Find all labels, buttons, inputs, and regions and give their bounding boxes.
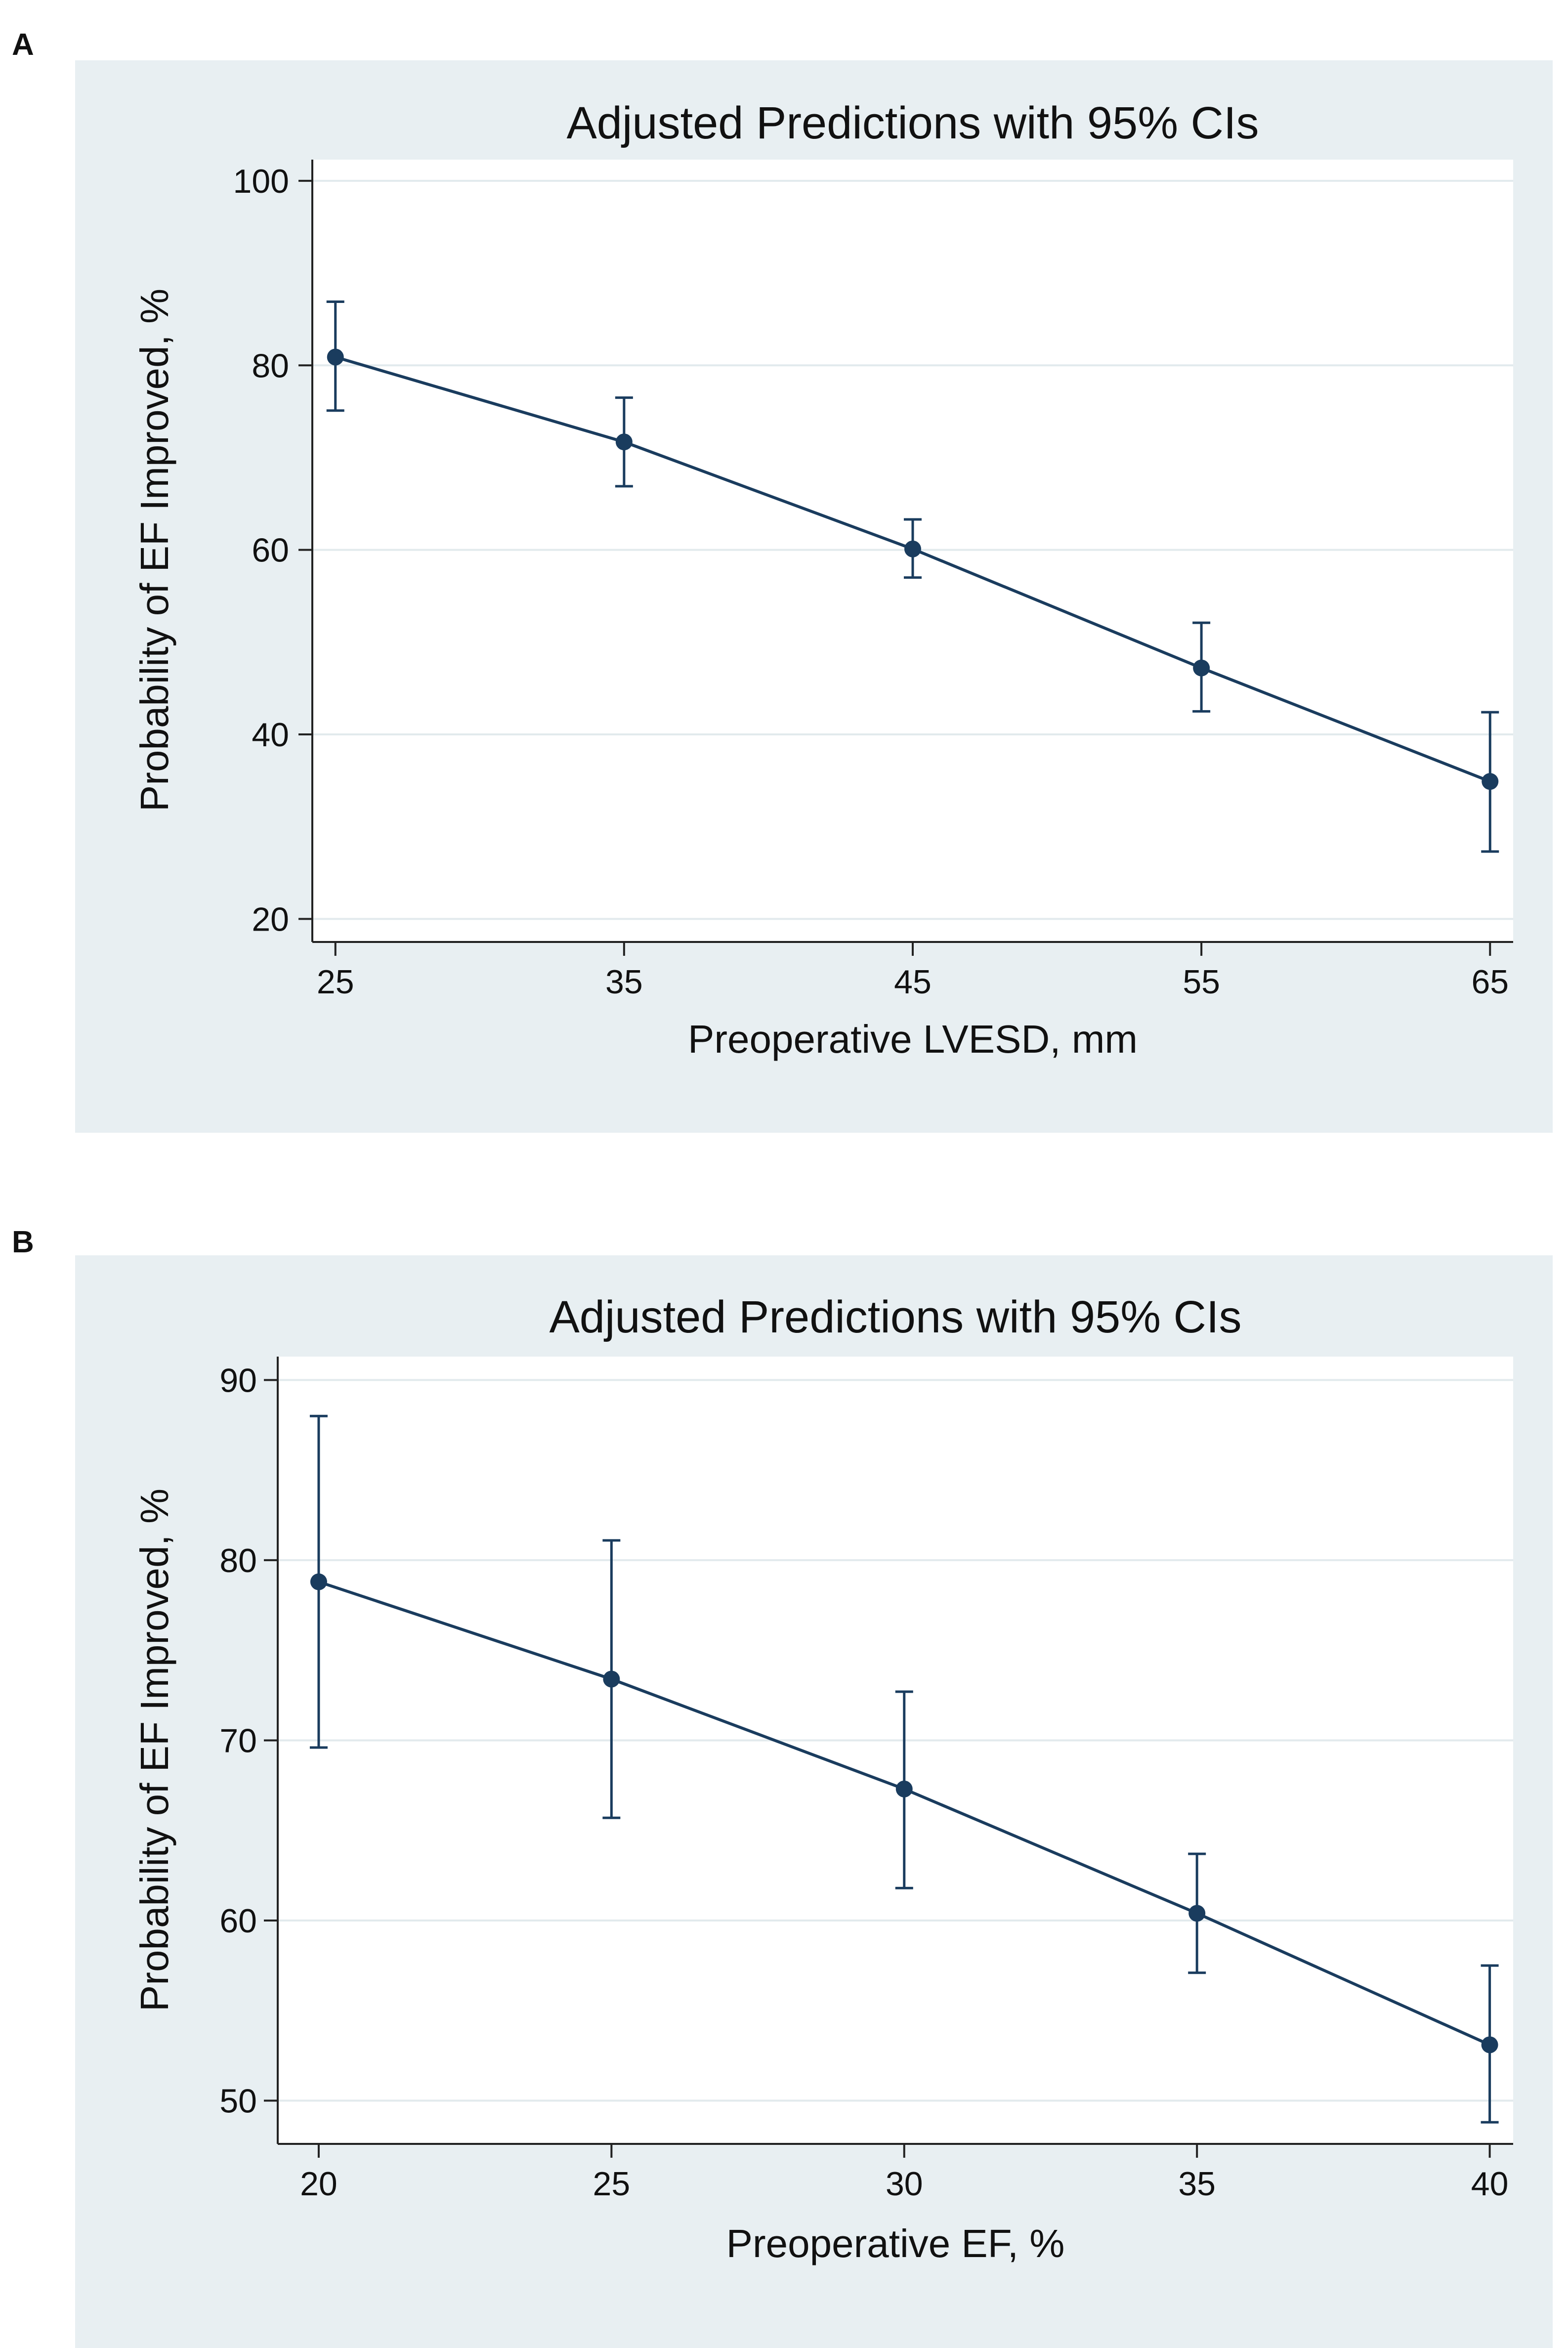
y-axis-label: Probability of EF Improved, % (132, 1489, 176, 2011)
y-tick-label: 60 (252, 532, 289, 569)
x-tick-label: 40 (1471, 2165, 1509, 2203)
x-axis-label: Preoperative EF, % (726, 2221, 1065, 2265)
x-tick-label: 30 (886, 2165, 923, 2203)
chart-panel-a: Adjusted Predictions with 95% CIs 20 40 60 8… (75, 60, 1553, 1133)
y-tick-label: 40 (252, 716, 289, 754)
plot-area (278, 1357, 1513, 2144)
y-axis-label: Probability of EF Improved, % (132, 289, 176, 811)
x-tick-label: 55 (1183, 963, 1220, 1001)
y-tick-label: 70 (219, 1722, 257, 1759)
x-tick-label: 65 (1471, 963, 1509, 1001)
data-point (1188, 1905, 1206, 1922)
data-point (310, 1573, 327, 1590)
x-tick-label: 45 (894, 963, 932, 1001)
x-tick-label: 35 (605, 963, 643, 1001)
y-tick-label: 100 (233, 163, 289, 200)
data-point (1481, 2036, 1498, 2053)
x-tick-label: 25 (317, 963, 354, 1001)
chart-title: Adjusted Predictions with 95% CIs (549, 1292, 1241, 1342)
y-tick-label: 20 (252, 900, 289, 938)
panel-label-b: B (12, 1225, 34, 1259)
y-tick-label: 50 (219, 2083, 257, 2120)
data-point (615, 433, 633, 451)
data-point (895, 1780, 913, 1797)
data-point (904, 540, 921, 557)
data-point (603, 1670, 620, 1688)
x-tick-label: 35 (1178, 2165, 1216, 2203)
y-tick-label: 60 (219, 1902, 257, 1940)
panel-label-a: A (12, 28, 34, 62)
data-point (327, 348, 344, 366)
x-axis-label: Preoperative LVESD, mm (688, 1017, 1138, 1061)
data-point (1482, 773, 1499, 790)
y-tick-label: 90 (219, 1362, 257, 1399)
chart-title: Adjusted Predictions with 95% CIs (566, 98, 1259, 148)
x-tick-label: 25 (593, 2165, 631, 2203)
y-tick-label: 80 (252, 347, 289, 384)
chart-panel-b: Adjusted Predictions with 95% CIs 50 60 70 8… (75, 1255, 1553, 2348)
x-tick-label: 20 (300, 2165, 338, 2203)
data-point (1193, 659, 1210, 677)
y-tick-label: 80 (219, 1542, 257, 1580)
